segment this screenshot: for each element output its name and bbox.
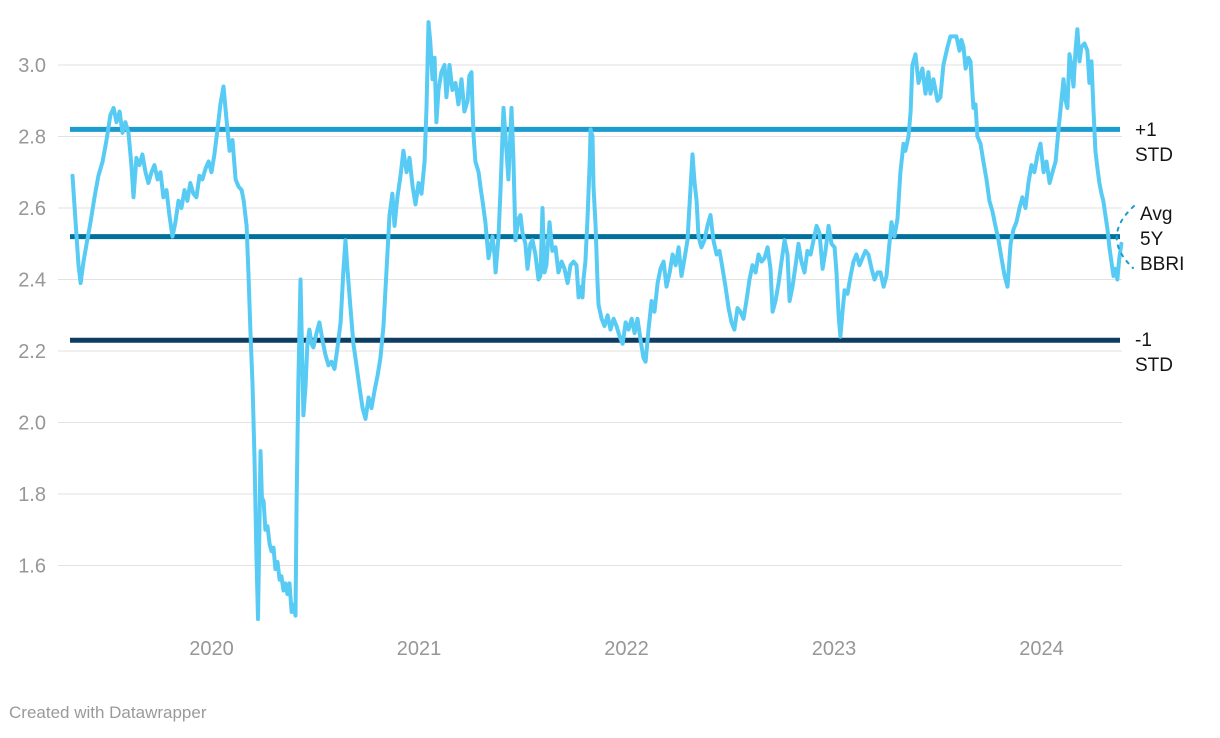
y-tick-label: 2.0: [18, 413, 46, 435]
y-tick-label: 1.8: [18, 484, 46, 506]
ref-label-plus1-std: +1 STD: [1135, 118, 1173, 168]
ref-label-line: +1: [1135, 120, 1157, 141]
y-tick-label: 2.8: [18, 127, 46, 149]
x-tick-label: 2022: [604, 638, 649, 660]
ref-label-minus1-std: -1 STD: [1135, 328, 1173, 378]
ref-label-line: -1: [1135, 330, 1152, 351]
x-tick-label: 2020: [189, 638, 234, 660]
ref-label-avg-5y-bbri: Avg 5Y BBRI: [1140, 202, 1184, 277]
y-tick-label: 2.4: [18, 270, 46, 292]
datawrapper-credit: Created with Datawrapper: [9, 703, 207, 722]
y-tick-label: 1.6: [18, 556, 46, 578]
ref-label-line: STD: [1135, 355, 1173, 376]
y-tick-label: 2.6: [18, 198, 46, 220]
series-line: [70, 20, 1124, 622]
avg-leader-line: [1115, 205, 1135, 269]
x-tick-label: 2024: [1019, 638, 1064, 660]
x-tick-label: 2023: [812, 638, 857, 660]
ref-label-line: STD: [1135, 145, 1173, 166]
ref-label-line: 5Y: [1140, 229, 1164, 250]
y-tick-label: 3.0: [18, 55, 46, 77]
x-tick-label: 2021: [397, 638, 442, 660]
y-tick-label: 2.2: [18, 341, 46, 363]
ref-label-line: Avg: [1140, 204, 1173, 225]
ref-label-line: BBRI: [1140, 254, 1185, 275]
